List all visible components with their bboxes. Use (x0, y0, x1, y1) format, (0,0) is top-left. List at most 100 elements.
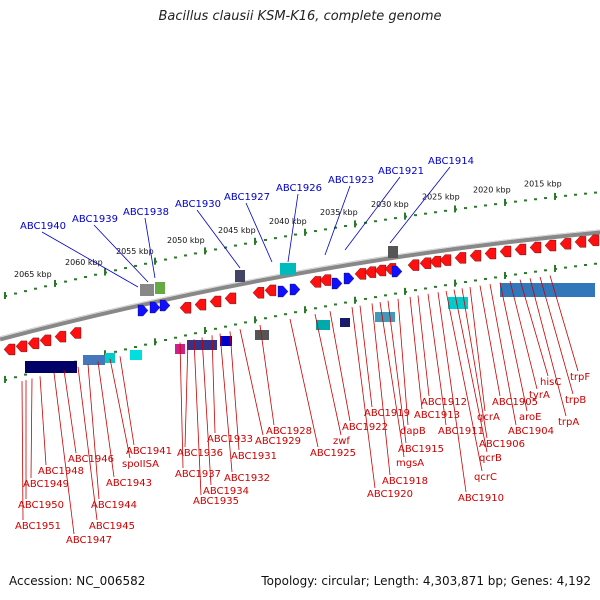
ruler-major-tick (504, 271, 506, 279)
feature-block (187, 340, 217, 350)
ruler-dot (184, 254, 187, 257)
reverse-gene-label: ABC1919 (364, 408, 410, 419)
ruler-dot (384, 218, 387, 221)
reverse-gene-leader (219, 333, 233, 473)
reverse-gene-label: spoIISA (122, 459, 159, 470)
reverse-gene-label: ABC1934 (203, 486, 249, 497)
ruler-dot (374, 296, 377, 299)
ruler-dot (484, 277, 487, 280)
ruler-dot (34, 287, 37, 290)
ruler-dot (124, 267, 127, 270)
ruler-dot (224, 246, 227, 249)
reverse-gene-leader (77, 366, 98, 521)
kbp-label: 2050 kbp (167, 236, 205, 245)
ruler-dot (394, 292, 397, 295)
ruler-dot (214, 327, 217, 330)
forward-gene-label: ABC1938 (123, 207, 169, 218)
ruler-major-tick (554, 264, 556, 272)
feature-block (105, 353, 115, 363)
reverse-gene-arrow (354, 268, 367, 280)
reverse-gene-arrow (574, 236, 587, 248)
ruler-dot (384, 294, 387, 297)
reverse-gene-leader (417, 295, 430, 397)
reverse-gene-label: ABC1933 (207, 434, 253, 445)
ruler-major-tick (354, 296, 356, 304)
ruler-dot (324, 228, 327, 231)
ruler-major-tick (104, 268, 106, 276)
ruler-dot (234, 244, 237, 247)
ruler-dot (174, 256, 177, 259)
kbp-label: 2055 kbp (116, 247, 154, 256)
reverse-gene-label: ABC1913 (414, 410, 460, 421)
reverse-gene-arrow (407, 259, 420, 271)
feature-block (340, 318, 350, 327)
reverse-gene-label: ABC1951 (15, 521, 61, 532)
reverse-gene-leader (314, 313, 342, 436)
feature-block (388, 246, 398, 258)
reverse-gene-label: ABC1920 (367, 489, 413, 500)
kbp-label: 2045 kbp (218, 226, 256, 235)
forward-gene-arrow (149, 301, 161, 314)
forward-gene-leader (144, 217, 156, 279)
reverse-gene-leader (479, 285, 501, 397)
ruler-dot (594, 191, 597, 194)
forward-gene-label: ABC1923 (328, 175, 374, 186)
ruler-dot (544, 269, 547, 272)
forward-gene-label: ABC1926 (276, 183, 322, 194)
reverse-gene-leader (193, 339, 202, 496)
reverse-gene-label: ABC1906 (479, 439, 525, 450)
ruler-dot (84, 276, 87, 279)
forward-gene-leader (324, 185, 351, 256)
reverse-gene-leader (184, 340, 189, 448)
ruler-dot (164, 258, 167, 261)
ruler-dot (314, 230, 317, 233)
ruler-dot (434, 285, 437, 288)
feature-block (500, 283, 595, 297)
feature-block (255, 330, 269, 340)
forward-gene-arrow (391, 265, 403, 278)
reverse-gene-arrow (499, 245, 512, 258)
reverse-gene-label: qcrA (477, 412, 500, 423)
ruler-dot (424, 212, 427, 215)
ruler-dot (464, 281, 467, 284)
reverse-gene-label: ABC1948 (38, 466, 84, 477)
reverse-gene-leader (259, 325, 275, 426)
reverse-gene-arrow (514, 243, 527, 256)
reverse-gene-label: ABC1945 (89, 521, 135, 532)
kbp-label: 2035 kbp (320, 208, 358, 217)
ruler-dot (264, 317, 267, 320)
ruler-dot (344, 225, 347, 228)
ruler-dot (514, 273, 517, 276)
ruler-major-tick (304, 228, 306, 236)
kbp-label: 2060 kbp (65, 258, 103, 267)
reverse-gene-leader (229, 331, 240, 451)
ruler-dot (534, 270, 537, 273)
reverse-gene-arrow (484, 247, 497, 260)
reverse-gene-leader (387, 300, 407, 444)
reverse-gene-arrow (319, 274, 332, 286)
kbp-label: 2025 kbp (422, 192, 460, 201)
reverse-gene-leader (529, 278, 567, 417)
ruler-dot (144, 343, 147, 346)
feature-block (25, 361, 77, 373)
reverse-gene-label: ABC1944 (91, 500, 137, 511)
reverse-gene-arrow (54, 330, 67, 343)
ruler-dot (324, 305, 327, 308)
ruler-dot (484, 204, 487, 207)
reverse-gene-label: ABC1904 (508, 426, 554, 437)
reverse-gene-arrow (264, 284, 277, 297)
ruler-major-tick (254, 316, 256, 324)
reverse-gene-arrow (439, 254, 452, 266)
reverse-gene-leader (445, 290, 483, 472)
reverse-gene-label: hisC (540, 377, 561, 388)
reverse-gene-label: ABC1950 (18, 500, 64, 511)
ruler-major-tick (354, 220, 356, 228)
ruler-major-tick (54, 279, 56, 287)
reverse-gene-arrow (224, 292, 237, 305)
reverse-gene-label: ABC1935 (193, 496, 239, 507)
reverse-gene-label: dapB (400, 426, 426, 437)
forward-gene-label: ABC1921 (378, 166, 424, 177)
forward-gene-arrow (331, 277, 343, 290)
reverse-gene-label: ABC1937 (175, 469, 221, 480)
